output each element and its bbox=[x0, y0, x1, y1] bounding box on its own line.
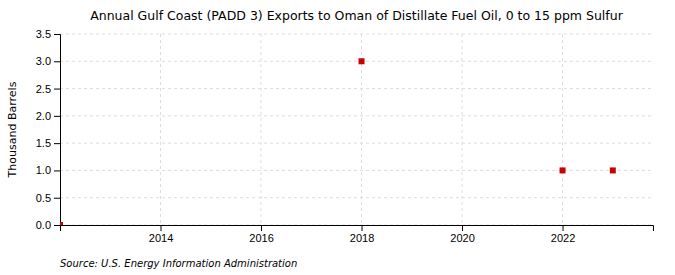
grid-line bbox=[60, 115, 653, 116]
tick: 1.5 bbox=[36, 137, 60, 149]
tick-mark bbox=[54, 198, 60, 199]
tick-label: 2.0 bbox=[36, 110, 51, 122]
tick-label: 3.0 bbox=[36, 55, 51, 67]
grid bbox=[60, 34, 653, 225]
plot-area: 2014 2016 2018 2020 2022 0.0 0.5 1.0 1.5 2.0 2.5 3.… bbox=[36, 28, 654, 244]
tick-label: 0.5 bbox=[36, 192, 51, 204]
tick-mark bbox=[54, 116, 60, 117]
tick-label: 0.0 bbox=[36, 219, 51, 231]
tick-label: 2.5 bbox=[36, 83, 51, 95]
axis-line bbox=[54, 35, 61, 226]
tick-mark bbox=[54, 34, 60, 35]
tick-label: 2020 bbox=[450, 232, 474, 244]
point bbox=[610, 167, 616, 173]
tick-mark bbox=[161, 225, 162, 231]
grid-line bbox=[562, 34, 563, 225]
tick-label: 2018 bbox=[350, 232, 374, 244]
tick-label: 2022 bbox=[551, 232, 575, 244]
tick-label: 2014 bbox=[149, 232, 173, 244]
tick: 2.0 bbox=[36, 110, 60, 122]
axis-line bbox=[61, 226, 654, 232]
tick: 2014 bbox=[149, 225, 173, 244]
tick-mark bbox=[54, 61, 60, 62]
grid-line bbox=[261, 34, 262, 225]
tick: 3.5 bbox=[36, 28, 60, 40]
grid-line bbox=[60, 143, 653, 144]
tick-mark bbox=[54, 225, 60, 226]
points bbox=[60, 58, 616, 225]
tick: 1.0 bbox=[36, 164, 60, 176]
tick: 0.0 bbox=[36, 219, 60, 231]
tick-label: 3.5 bbox=[36, 28, 51, 40]
chart: 2014 2016 2018 2020 2022 0.0 0.5 1.0 1.5 2.0 2.5 3.… bbox=[0, 0, 675, 275]
tick-mark bbox=[362, 225, 363, 231]
tick: 2022 bbox=[551, 225, 575, 244]
tick-mark bbox=[261, 225, 262, 231]
tick-mark bbox=[462, 225, 463, 231]
tick-label: 1.5 bbox=[36, 137, 51, 149]
source-note: Source: U.S. Energy Information Administ… bbox=[60, 258, 297, 269]
y-axis: 0.0 0.5 1.0 1.5 2.0 2.5 3.0 3.5 bbox=[36, 28, 61, 231]
tick: 0.5 bbox=[36, 192, 60, 204]
tick: 2020 bbox=[450, 225, 474, 244]
tick-label: 2016 bbox=[249, 232, 273, 244]
grid-line bbox=[462, 34, 463, 225]
tick-label: 1.0 bbox=[36, 164, 51, 176]
tick-mark bbox=[54, 143, 60, 144]
tick: 2.5 bbox=[36, 83, 60, 95]
title: Annual Gulf Coast (PADD 3) Exports to Om… bbox=[90, 8, 623, 23]
grid-line bbox=[60, 34, 653, 35]
y-axis-label: Thousand Barrels bbox=[6, 81, 19, 178]
x-axis: 2014 2016 2018 2020 2022 bbox=[61, 225, 654, 244]
tick-mark bbox=[563, 225, 564, 231]
point bbox=[359, 58, 365, 64]
point bbox=[560, 167, 566, 173]
point bbox=[60, 222, 63, 225]
grid-line bbox=[160, 34, 161, 225]
tick: 3.0 bbox=[36, 55, 60, 67]
grid-line bbox=[60, 61, 653, 62]
tick: 2016 bbox=[249, 225, 273, 244]
tick-mark bbox=[54, 89, 60, 90]
grid-line bbox=[60, 88, 653, 89]
grid-line bbox=[60, 197, 653, 198]
tick: 2018 bbox=[350, 225, 374, 244]
tick-mark bbox=[54, 170, 60, 171]
